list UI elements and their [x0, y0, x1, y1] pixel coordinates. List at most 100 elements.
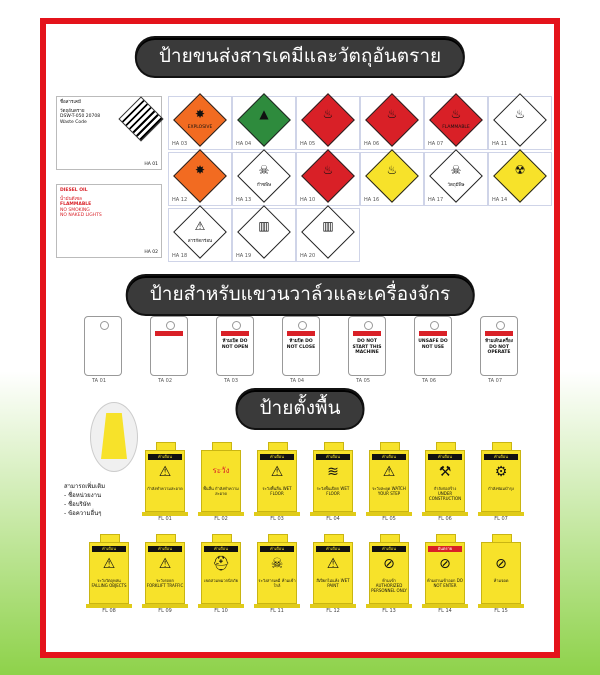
- sign-caption: สีเปียกไม่แห้ง WET PAINT: [316, 578, 350, 588]
- tag-code: TA 07: [488, 378, 503, 384]
- sign-handle: [268, 442, 288, 451]
- hazard-symbol: ♨: [514, 107, 526, 121]
- floor-sign: คำเตือน ☠ ระวังสารเคมี ห้ามเข้าใกล้ FL 11: [254, 534, 300, 614]
- hazard-label: สารกัดกร่อน: [187, 239, 213, 244]
- tag-text: DO NOT START THIS MACHINE: [352, 339, 382, 355]
- sign-foot: [142, 512, 188, 516]
- sign-pictogram: ⚠: [382, 464, 396, 480]
- ha02-code: HA 02: [144, 249, 158, 255]
- sign-caption: ห้ามเข้า AUTHORIZED PERSONNEL ONLY: [371, 578, 407, 593]
- floor-sign: คำเตือน ⚠ ระวังสะดุด WATCH YOUR STEP FL 05: [366, 442, 412, 522]
- hazard-symbol: ▥: [258, 219, 270, 233]
- hazard-sign: ☢ HA 14: [488, 149, 552, 206]
- sign-body: [89, 542, 129, 604]
- hazard-sign: ✸ EXPLOSIVE HA 03: [168, 93, 232, 150]
- page-frame: ป้ายขนส่งสารเคมีและวัตถุอันตราย ขนาด 30x…: [40, 18, 560, 658]
- sign-foot: [86, 604, 132, 608]
- tag-code: TA 05: [356, 378, 371, 384]
- tag-code: TA 04: [290, 378, 305, 384]
- hazard-symbol: ♨: [322, 163, 334, 177]
- tag-hole: [496, 321, 505, 330]
- tag-hole: [166, 321, 175, 330]
- tag-hole: [430, 321, 439, 330]
- hazard-code: HA 16: [364, 197, 380, 203]
- sign-body: [425, 542, 465, 604]
- tag-text: ห้ามเดินเครื่อง DO NOT OPERATE: [485, 339, 513, 355]
- hazard-sign: ▲ HA 04: [232, 93, 296, 150]
- hazard-symbol: ✸: [194, 163, 206, 177]
- hazard-sign: ♨ HA 06: [360, 93, 424, 150]
- sign-foot: [310, 604, 356, 608]
- sign-foot: [310, 512, 356, 516]
- ha01-line2: วัตถุอันตราย: [60, 108, 85, 114]
- hazard-code: HA 13: [236, 197, 252, 203]
- danger-header: [485, 331, 513, 336]
- hazard-sign: ▥ HA 20: [296, 205, 360, 262]
- ha02-line4: NO SMOKING: [60, 207, 90, 213]
- sign-body: [257, 450, 297, 512]
- floor-side-line0: สามารถเพิ่มเติม: [64, 483, 106, 490]
- sign-warning-header: คำเตือน: [260, 546, 294, 552]
- hazard-symbol: ☢: [514, 163, 526, 177]
- floor-sign: คำเตือน ⚒ กำลังก่อสร้าง UNDER CONSTRUCTION…: [422, 442, 468, 522]
- hazard-sign: ✸ HA 12: [168, 149, 232, 206]
- hang-tag: ห้ามปิด DO NOT CLOSE: [282, 316, 320, 376]
- ha01-line3: DSW-T-050 20708: [60, 114, 101, 119]
- hazard-label: ก๊าซพิษ: [256, 183, 272, 188]
- sign-code: FL 10: [214, 608, 228, 614]
- sign-pictogram: ⚒: [438, 464, 452, 480]
- sign-handle: [156, 534, 176, 543]
- sign-pictogram: ระวัง: [212, 466, 230, 475]
- sign-handle: [436, 442, 456, 451]
- hazard-sign: ☠ ก๊าซพิษ HA 13: [232, 149, 296, 206]
- tag-text: UNSAFE DO NOT USE: [418, 339, 448, 350]
- sign-warning-header: คำเตือน: [484, 454, 518, 460]
- sign-warning-header: อันตราย: [428, 546, 462, 552]
- sign-warning-header: คำเตือน: [260, 454, 294, 460]
- sign-handle: [156, 442, 176, 451]
- hang-tag: UNSAFE DO NOT USE: [414, 316, 452, 376]
- floor-sign-sample-image: [90, 402, 138, 472]
- hazard-label: FLAMMABLE: [442, 125, 470, 130]
- ha02-line1: DIESEL OIL: [60, 188, 88, 193]
- sign-code: FL 13: [382, 608, 396, 614]
- hazard-code: HA 19: [236, 253, 252, 259]
- danger-header: [155, 331, 183, 336]
- sign-body: [201, 450, 241, 512]
- sign-handle: [212, 442, 232, 451]
- hazard-symbol: ☠: [450, 163, 462, 177]
- sign-pictogram: ⚠: [326, 556, 340, 572]
- sign-handle: [436, 534, 456, 543]
- floor-side-line3: - ข้อความอื่นๆ: [64, 510, 102, 517]
- floor-sign: คำเตือน ⊘ ห้ามเข้า AUTHORIZED PERSONNEL ON…: [366, 534, 412, 614]
- sign-pictogram: ⚠: [102, 556, 116, 572]
- hazard-symbol: ♨: [386, 163, 398, 177]
- sign-body: [313, 450, 353, 512]
- sign-foot: [422, 512, 468, 516]
- sign-foot: [422, 604, 468, 608]
- floor-sign: คำเตือน ⚠ ระวังพื้นลื่น WET FLOOR FL 03: [254, 442, 300, 522]
- ha02-line3: FLAMMABLE: [60, 202, 92, 207]
- sign-warning-header: คำเตือน: [428, 454, 462, 460]
- sign-handle: [492, 442, 512, 451]
- danger-header: [353, 331, 381, 336]
- sample-sign-shape: [101, 413, 127, 459]
- sign-code: FL 14: [438, 608, 452, 614]
- sign-body: [369, 450, 409, 512]
- sign-caption: ระวังพื้นเปียก WET FLOOR: [316, 486, 350, 496]
- danger-header: [419, 331, 447, 336]
- tag-code: TA 03: [224, 378, 239, 384]
- hazard-label: วัตถุมีพิษ: [447, 183, 465, 188]
- sign-body: [481, 450, 521, 512]
- sign-caption: ห้ามจอด: [493, 578, 509, 583]
- floor-sign: คำเตือน ≋ ระวังพื้นเปียก WET FLOOR FL 04: [310, 442, 356, 522]
- hazard-code: HA 18: [172, 253, 188, 259]
- tag-section-title: ป้ายสำหรับแขวนวาล์วและเครื่องจักร: [127, 276, 473, 314]
- sign-warning-header: คำเตือน: [92, 546, 126, 552]
- sign-foot: [254, 512, 300, 516]
- sign-warning-header: คำเตือน: [316, 454, 350, 460]
- hazard-symbol: ▥: [322, 219, 334, 233]
- hazard-sign: ▥ HA 19: [232, 205, 296, 262]
- floor-sign: คำเตือน ⚠ ระวังวัตถุหล่น FALLING OBJECTS FL…: [86, 534, 132, 614]
- sign-code: FL 11: [270, 608, 284, 614]
